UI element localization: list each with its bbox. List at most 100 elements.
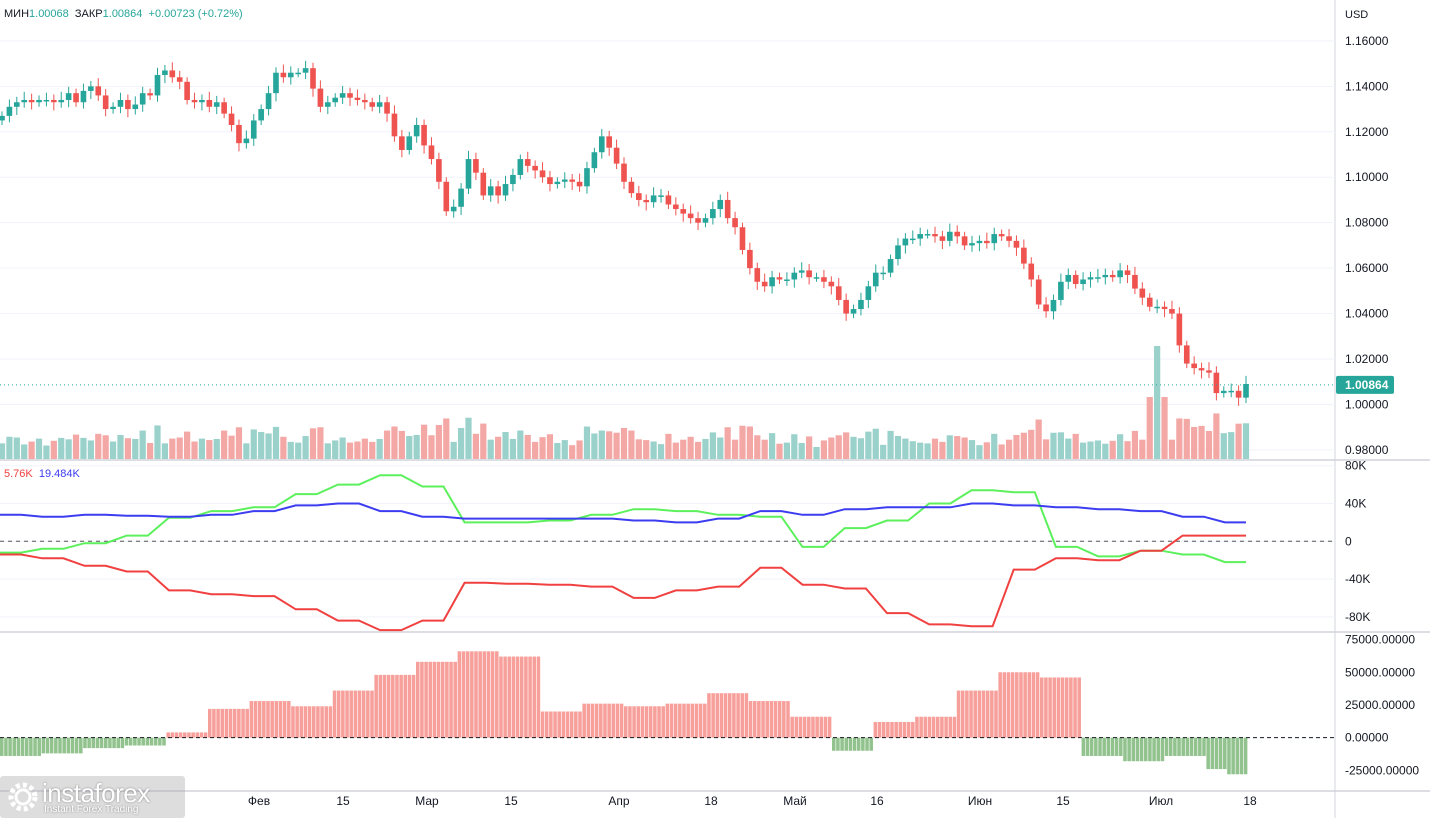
x-tick-label: 15 <box>504 794 518 808</box>
volume-bar <box>21 444 28 459</box>
hist-bar <box>1235 737 1240 775</box>
candle-body <box>406 136 413 150</box>
cot-line-red <box>0 534 1246 632</box>
cot-line-green <box>0 474 1246 564</box>
volume-bar <box>295 442 302 459</box>
candle-body <box>695 218 701 223</box>
volume-bar <box>1183 418 1190 459</box>
candle-body <box>1191 363 1197 369</box>
volume-bar <box>613 432 620 459</box>
candle-body <box>317 88 324 107</box>
hist-bar <box>87 737 91 749</box>
candle-body <box>102 95 109 110</box>
logo-backdrop <box>0 776 185 818</box>
volume-bar <box>406 436 413 459</box>
hist-bar <box>170 732 175 738</box>
volume-bar <box>791 434 798 459</box>
hist-bar <box>253 701 258 738</box>
hist-bar <box>141 737 145 746</box>
candle-body <box>250 120 257 139</box>
close-label: ЗАКР <box>74 8 103 20</box>
volume-bar <box>265 433 272 459</box>
volume-bar <box>169 438 176 459</box>
hist-bar <box>66 737 71 754</box>
volume-bar <box>235 427 243 459</box>
candle-body <box>287 72 294 78</box>
hist-bar <box>765 701 769 738</box>
hist-bar <box>919 716 923 738</box>
hist-bar <box>1110 737 1115 756</box>
volume-bar <box>124 438 131 459</box>
hist-bar <box>1019 672 1023 738</box>
volume-bar <box>783 442 791 459</box>
candle-body <box>643 199 650 203</box>
candle-body <box>584 168 590 187</box>
volume-bar <box>361 438 368 459</box>
hist-bar <box>1015 672 1019 738</box>
price-tick-label: 0.98000 <box>1345 443 1389 457</box>
candle-body <box>554 181 561 185</box>
hist-bar <box>1206 737 1210 770</box>
volume-bar <box>339 437 346 459</box>
volume-bar <box>80 437 87 459</box>
candle-body <box>154 74 161 96</box>
candle-body <box>739 227 746 250</box>
candle-body <box>976 240 983 244</box>
candle-body <box>58 99 65 103</box>
hist-bar <box>686 703 690 738</box>
price-tick-label: 1.04000 <box>1345 307 1389 321</box>
hist-bar <box>307 706 312 738</box>
hist-bar <box>1064 677 1069 738</box>
candle-body <box>51 99 57 103</box>
hist-bar <box>744 693 749 738</box>
candle-body <box>384 102 390 114</box>
hist-bar <box>228 708 233 738</box>
hist-bar <box>520 656 524 738</box>
hist-bar <box>316 706 320 738</box>
hist-bar <box>811 716 815 738</box>
candle-body <box>436 159 442 182</box>
volume-bar <box>258 432 265 459</box>
hist-bar <box>37 737 41 756</box>
hist-bar <box>569 711 574 738</box>
hist-bar <box>669 703 674 738</box>
hist-bar <box>449 661 453 738</box>
hist-bar <box>719 693 724 738</box>
hist-bar <box>199 732 204 738</box>
hist-bar <box>711 693 715 738</box>
hist-bar <box>561 711 566 738</box>
candle-body <box>369 102 376 107</box>
hist-bar <box>436 661 441 738</box>
hist-bar <box>158 737 162 746</box>
hist-bar <box>703 703 707 738</box>
hist-bar <box>599 703 603 738</box>
volume-bar <box>198 438 206 459</box>
candle-body <box>902 238 909 246</box>
cot-blue-value: 19.484K <box>38 468 80 480</box>
volume-bar <box>280 436 287 459</box>
hist-bar <box>461 651 466 738</box>
volume-bar <box>946 435 953 459</box>
volume-bar <box>1020 432 1027 459</box>
hist-bar <box>349 690 353 738</box>
candle-body <box>465 159 472 189</box>
candle-body <box>117 99 124 107</box>
hist-bar <box>287 701 291 738</box>
candle-body <box>969 243 975 246</box>
hist-bar <box>482 651 487 738</box>
hist-bar <box>773 701 778 738</box>
hist-bar <box>698 703 703 738</box>
candle-body <box>961 236 968 246</box>
volume-bar <box>457 427 465 459</box>
candle-body <box>547 177 553 185</box>
hist-bar <box>4 737 8 756</box>
candle-body <box>1146 297 1153 307</box>
volume-bar <box>250 429 257 459</box>
hist-bar <box>128 737 133 746</box>
hist-bar <box>748 701 753 738</box>
ohlc-header: МИН1.00068 ЗАКР1.00864 +0.00723 (+0.72%) <box>4 8 243 20</box>
volume-bar <box>435 425 442 459</box>
volume-bar <box>1131 430 1139 459</box>
